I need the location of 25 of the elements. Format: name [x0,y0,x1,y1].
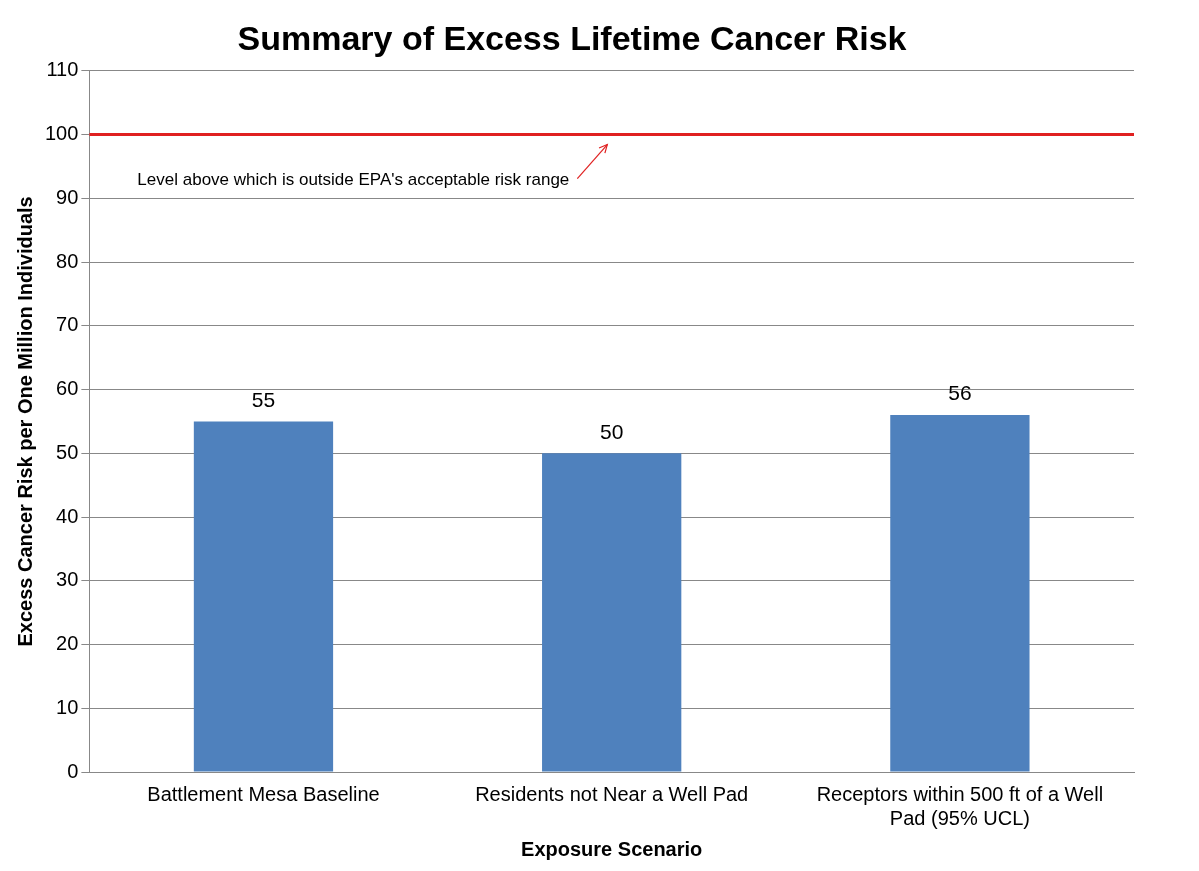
x-axis-title: Exposure Scenario [521,837,703,860]
chart-title: Summary of Excess Lifetime Cancer Risk [237,18,907,57]
y-tick-label: 20 [56,632,79,655]
data-label: 50 [600,419,624,443]
y-tick-label: 70 [56,313,79,336]
y-tick-label: 100 [44,122,79,145]
ref-line-label: Level above which is outside EPA's acceptable risk range [137,170,570,190]
x-tick-label: Receptors within 500 ft of a Well Pad (95% UCL) [816,782,1104,829]
y-tick-label: 0 [67,759,79,782]
bar [890,415,1030,772]
bar [193,421,334,772]
data-label: 56 [948,381,972,405]
x-tick-label: Battlement Mesa Baseline [147,782,380,805]
y-tick-label: 60 [56,377,79,400]
y-tick-label: 110 [46,58,79,81]
x-tick-label: Residents not Near a Well Pad [475,782,749,805]
y-tick-label: 10 [56,695,79,718]
y-tick-label: 30 [56,568,79,591]
bar [542,453,682,772]
y-tick-label: 80 [56,249,79,272]
data-label: 55 [251,387,276,411]
y-axis-title: Excess Cancer Risk per One Million Individuals [13,196,36,647]
y-tick-label: 50 [56,440,79,463]
y-tick-label: 90 [56,185,79,208]
y-tick-label: 40 [56,504,79,527]
